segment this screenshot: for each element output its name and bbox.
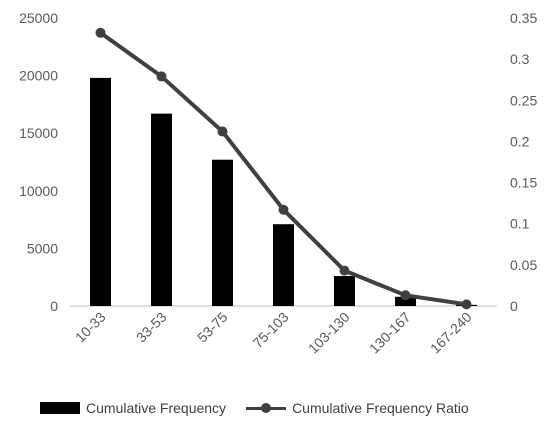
line-point bbox=[217, 126, 228, 137]
right-tick-label: 0 bbox=[510, 298, 518, 314]
legend-line-label: Cumulative Frequency Ratio bbox=[292, 400, 469, 416]
category-label: 10-33 bbox=[72, 309, 109, 346]
left-tick-label: 5000 bbox=[27, 240, 58, 256]
bar bbox=[395, 296, 416, 306]
category-label: 167-240 bbox=[427, 309, 475, 357]
category-label: 103-130 bbox=[305, 309, 353, 357]
bar-series bbox=[90, 77, 477, 307]
line-point bbox=[95, 27, 106, 38]
line-point bbox=[156, 71, 167, 82]
right-tick-label: 0.15 bbox=[510, 175, 537, 191]
legend: Cumulative Frequency Cumulative Frequenc… bbox=[40, 398, 489, 418]
line-point bbox=[278, 204, 289, 215]
right-tick-label: 0.2 bbox=[510, 133, 530, 149]
right-tick-label: 0.3 bbox=[510, 51, 530, 67]
bar bbox=[90, 77, 111, 307]
category-label: 53-75 bbox=[194, 309, 231, 346]
left-tick-label: 25000 bbox=[19, 10, 58, 26]
bar bbox=[212, 159, 233, 306]
line-point bbox=[400, 290, 411, 301]
left-tick-label: 15000 bbox=[19, 125, 58, 141]
category-labels: 10-33 33-53 53-75 75-103 103-130 130-167 167-2… bbox=[72, 309, 475, 357]
category-label: 33-53 bbox=[133, 309, 170, 346]
category-label: 75-103 bbox=[249, 309, 291, 351]
left-tick-label: 10000 bbox=[19, 183, 58, 199]
left-tick-label: 0 bbox=[50, 298, 58, 314]
bar bbox=[334, 276, 355, 306]
legend-bar-swatch bbox=[40, 402, 80, 414]
right-tick-label: 0.1 bbox=[510, 216, 530, 232]
category-label: 130-167 bbox=[366, 309, 414, 357]
left-axis-ticks: 0 5000 10000 15000 20000 25000 bbox=[19, 10, 58, 314]
right-tick-label: 0.05 bbox=[510, 257, 537, 273]
right-axis-ticks: 0 0.05 0.1 0.15 0.2 0.25 0.3 0.35 bbox=[510, 10, 537, 314]
bar bbox=[151, 113, 172, 306]
legend-bar-label: Cumulative Frequency bbox=[86, 400, 227, 416]
legend-item-line: Cumulative Frequency Ratio bbox=[246, 400, 469, 416]
legend-line-swatch bbox=[246, 402, 287, 414]
legend-item-bar: Cumulative Frequency bbox=[40, 400, 226, 416]
bar bbox=[273, 224, 294, 306]
right-tick-label: 0.25 bbox=[510, 92, 537, 108]
line-point bbox=[461, 299, 472, 310]
right-tick-label: 0.35 bbox=[510, 10, 537, 26]
line-series bbox=[95, 27, 472, 310]
left-tick-label: 20000 bbox=[19, 68, 58, 84]
line-point bbox=[339, 265, 350, 276]
